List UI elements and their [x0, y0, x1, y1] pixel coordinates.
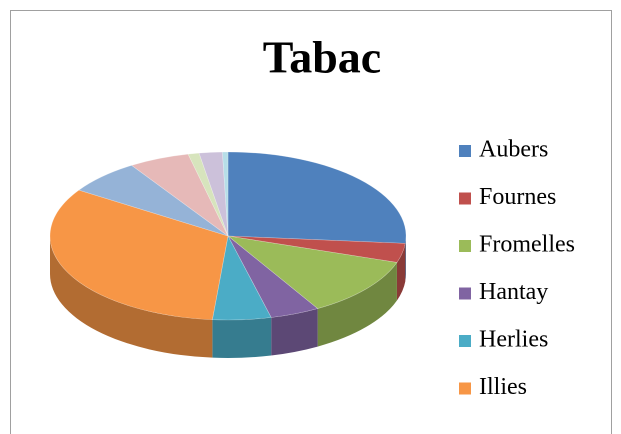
legend-swatch	[459, 240, 471, 252]
legend-label: Fournes	[479, 184, 556, 210]
pie-side	[405, 236, 406, 282]
legend-label: Herlies	[479, 327, 548, 353]
pie-side	[212, 317, 272, 359]
pie-slice	[227, 151, 407, 244]
pie-slice	[78, 165, 229, 237]
pie-side	[50, 236, 213, 358]
legend-label: Aubers	[479, 137, 548, 163]
pie-slice	[227, 235, 406, 263]
pie-slice	[49, 189, 229, 320]
legend-label: Fromelles	[479, 232, 575, 258]
pie-side	[317, 262, 397, 347]
pie-slice	[227, 235, 319, 318]
pie-slice	[187, 152, 229, 237]
legend-swatch	[459, 145, 471, 157]
legend-swatch	[459, 192, 471, 205]
pie-slice	[212, 235, 272, 321]
legend-label: Hantay	[479, 279, 548, 305]
legend-label: Illies	[479, 374, 527, 400]
legend-swatch	[459, 287, 471, 300]
pie-side	[271, 308, 318, 356]
pie-slice	[226, 235, 398, 309]
legend-swatch	[459, 382, 471, 395]
legend-swatch	[459, 335, 471, 347]
pie-side	[396, 243, 406, 301]
pie-slice	[222, 151, 229, 237]
pie-slice	[131, 153, 229, 237]
pie-slice	[198, 151, 229, 237]
chart-title: Tabac	[263, 32, 381, 83]
